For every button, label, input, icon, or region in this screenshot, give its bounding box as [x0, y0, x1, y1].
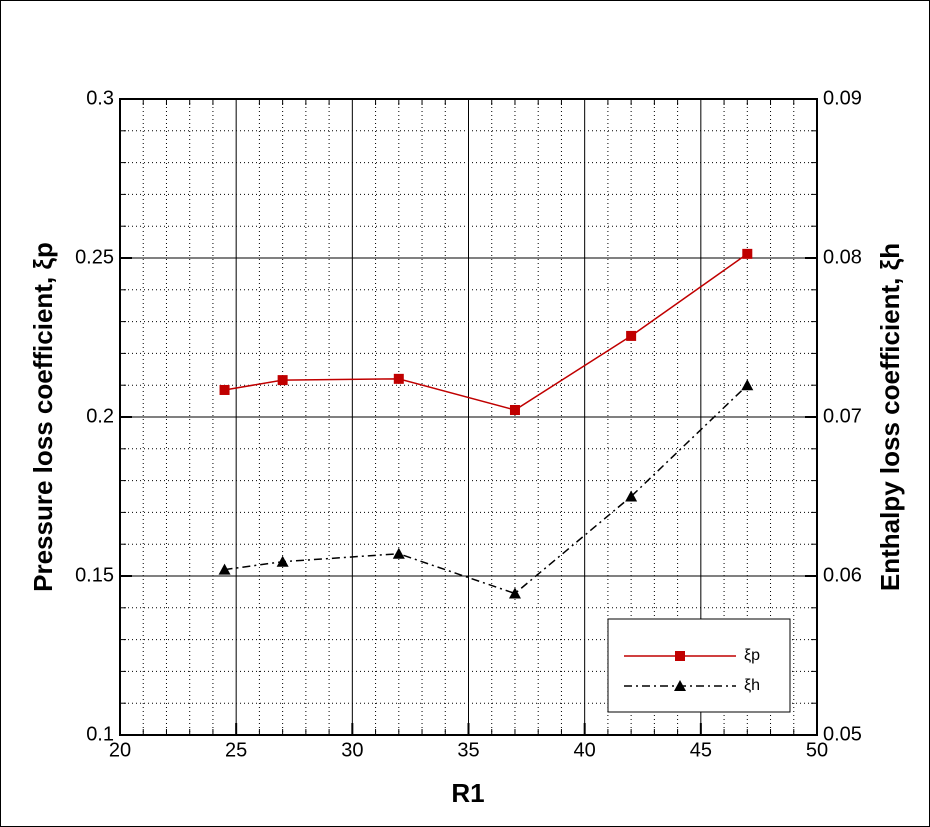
x-tick-label: 30	[341, 739, 363, 761]
legend-box	[607, 618, 791, 713]
marks	[218, 248, 754, 599]
y-tick-label: 0.3	[86, 87, 114, 109]
x-tick-label: 50	[806, 739, 828, 761]
x-axis-label: R1	[451, 778, 484, 808]
marker	[742, 248, 753, 259]
legend-label: ξh	[744, 677, 760, 694]
x-tick-label: 45	[690, 739, 712, 761]
marker	[393, 373, 404, 384]
y2-tick-label: 0.07	[823, 405, 862, 427]
marker	[674, 680, 686, 691]
x-tick-label: 25	[225, 739, 247, 761]
series-line	[224, 253, 748, 411]
y-tick-label: 0.1	[86, 723, 114, 745]
y2-tick-label: 0.08	[823, 246, 862, 268]
marker	[675, 651, 685, 661]
y-tick-label: 0.2	[86, 405, 114, 427]
marker	[626, 330, 637, 341]
y2-tick-label: 0.05	[823, 723, 862, 745]
x-tick-label: 20	[109, 739, 131, 761]
y-axis-label: Pressure loss coefficient, ξp	[28, 242, 58, 592]
marker	[741, 379, 754, 391]
y2-axis-label: Enthalpy loss coefficient, ξh	[875, 243, 905, 591]
marker	[508, 587, 521, 599]
series-line	[224, 384, 748, 595]
marker	[218, 563, 231, 575]
legend-label: ξp	[744, 647, 760, 664]
x-tick-label: 40	[574, 739, 596, 761]
legend: ξp ξh	[607, 618, 791, 713]
y2-tick-label: 0.06	[823, 564, 862, 586]
grid	[119, 98, 818, 736]
marker	[276, 555, 289, 567]
marker	[625, 490, 638, 502]
marker	[509, 405, 520, 416]
y2-tick-label: 0.09	[823, 87, 862, 109]
marker	[219, 384, 230, 395]
marker	[277, 375, 288, 386]
y-tick-label: 0.25	[75, 246, 114, 268]
x-tick-label: 35	[457, 739, 479, 761]
y-tick-label: 0.15	[75, 564, 114, 586]
marker	[392, 547, 405, 559]
